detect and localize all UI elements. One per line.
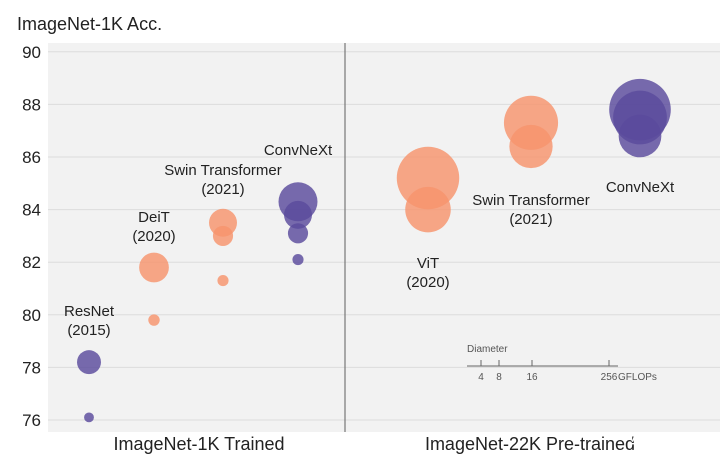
- watermark-text: 知乎用户: [631, 434, 707, 456]
- size-legend-tick-label: 4: [478, 372, 484, 383]
- bubble: [77, 350, 101, 375]
- y-tick-label: 84: [22, 201, 41, 220]
- series-label-year: (2015): [67, 322, 110, 339]
- series-label: DeiT: [138, 209, 170, 226]
- bubble: [217, 275, 229, 287]
- bubble: [405, 186, 451, 233]
- bubble: [84, 412, 94, 423]
- bubble: [148, 314, 160, 326]
- bubble: [287, 223, 309, 244]
- size-legend-unit: GFLOPs: [618, 372, 657, 383]
- bubble: [212, 225, 234, 246]
- y-tick-label: 86: [22, 148, 41, 167]
- series-label-year: (2021): [201, 181, 244, 198]
- size-legend-tick-label: 16: [526, 372, 538, 383]
- bubble: [284, 200, 312, 229]
- series-label: Swin Transformer: [472, 192, 590, 209]
- y-tick-label: 78: [22, 358, 41, 377]
- series-label: ViT: [417, 255, 439, 272]
- bubble: [618, 114, 662, 158]
- series-label: ResNet: [64, 303, 115, 320]
- bubble: [509, 124, 553, 169]
- series-label-year: (2020): [406, 274, 449, 291]
- section-label: ImageNet-1K Trained: [113, 434, 284, 454]
- section-label: ImageNet-22K Pre-trained: [425, 434, 635, 454]
- y-tick-label: 82: [22, 253, 41, 272]
- series-label: Swin Transformer: [164, 162, 282, 179]
- series-label-year: (2021): [509, 211, 552, 228]
- size-legend-title: Diameter: [467, 344, 508, 355]
- series-label: ConvNeXt: [264, 142, 333, 159]
- bubble: [292, 254, 304, 266]
- y-tick-label: 76: [22, 411, 41, 430]
- y-tick-label: 90: [22, 43, 41, 62]
- size-legend-tick-label: 256: [601, 372, 618, 383]
- chart-title: ImageNet-1K Acc.: [17, 14, 162, 34]
- y-tick-label: 80: [22, 306, 41, 325]
- series-label-year: (2020): [132, 228, 175, 245]
- bubble: [139, 252, 169, 283]
- size-legend-tick-label: 8: [496, 372, 502, 383]
- series-label: ConvNeXt: [606, 179, 675, 196]
- y-tick-label: 88: [22, 95, 41, 114]
